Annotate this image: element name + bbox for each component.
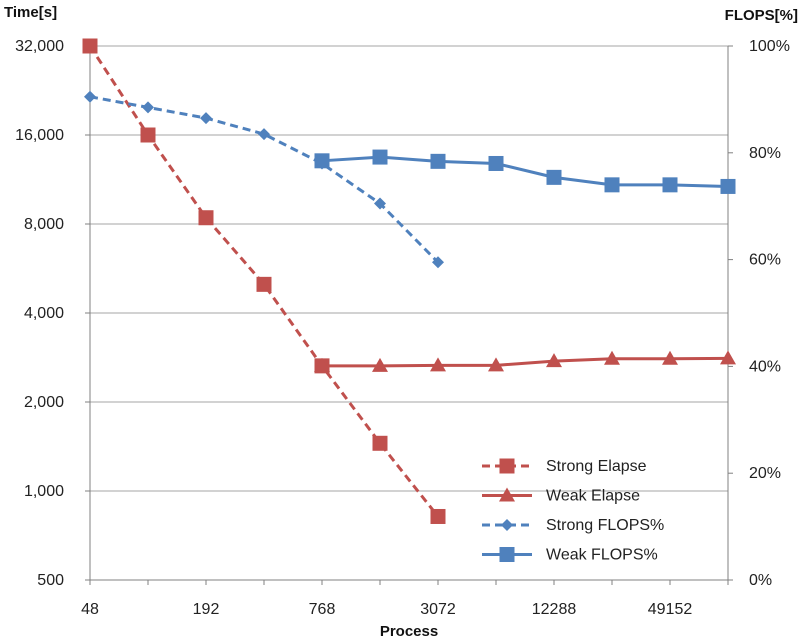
- legend-marker-weak-elapse: [499, 487, 515, 502]
- legend-label-weak-flops: Weak FLOPS%: [546, 547, 658, 564]
- data-point-weak-elapse: [430, 357, 446, 372]
- data-point-strong-flops: [200, 112, 212, 125]
- right-tick-label: 20%: [749, 465, 781, 482]
- data-point-strong-flops: [84, 90, 96, 103]
- left-tick-label: 32,000: [15, 38, 64, 55]
- series-line-weak-elapse: [322, 356, 729, 368]
- right-tick-label: 80%: [749, 145, 781, 162]
- left-tick-label: 1,000: [24, 483, 64, 500]
- right-axis-title: FLOPS[%]: [725, 7, 798, 24]
- data-point-strong-flops: [142, 101, 154, 114]
- left-tick-label: 500: [37, 572, 64, 589]
- data-point-weak-flops: [662, 177, 678, 193]
- data-point-strong-elapse: [372, 435, 388, 451]
- data-point-strong-elapse: [82, 38, 98, 54]
- axes: [85, 45, 733, 585]
- series-strong-elapse: [82, 38, 446, 524]
- series-line-weak-flops: [321, 155, 729, 188]
- data-point-strong-flops: [374, 197, 386, 210]
- x-tick-label: 49152: [648, 601, 693, 618]
- left-tick-label: 16,000: [15, 127, 64, 144]
- x-tick-label: 192: [193, 601, 220, 618]
- right-tick-label: 100%: [749, 38, 790, 55]
- legend-marker-strong-flops: [501, 519, 513, 531]
- data-point-weak-elapse: [662, 350, 678, 365]
- data-point-weak-elapse: [720, 350, 736, 365]
- legend-label-weak-elapse: Weak Elapse: [546, 488, 640, 505]
- data-point-weak-flops: [430, 153, 446, 169]
- data-point-weak-flops: [488, 155, 504, 171]
- data-point-weak-flops: [314, 153, 330, 169]
- data-point-weak-flops: [372, 149, 388, 165]
- data-point-weak-elapse: [488, 357, 504, 372]
- series-strong-flops: [84, 90, 444, 269]
- left-axis-title: Time[s]: [4, 4, 57, 21]
- right-tick-label: 0%: [749, 572, 772, 589]
- x-tick-label: 3072: [420, 601, 456, 618]
- data-point-strong-elapse: [140, 127, 156, 143]
- data-point-weak-flops: [546, 169, 562, 185]
- x-axis-title: Process: [380, 623, 438, 640]
- right-tick-label: 40%: [749, 358, 781, 375]
- series-weak-flops: [314, 149, 736, 194]
- data-point-strong-elapse: [430, 508, 446, 524]
- data-point-strong-elapse: [198, 210, 214, 226]
- data-point-weak-flops: [604, 177, 620, 193]
- legend-marker-weak-flops: [499, 547, 515, 562]
- series-line-strong-flops: [89, 95, 440, 264]
- data-point-strong-elapse: [256, 276, 272, 292]
- series-weak-elapse: [314, 350, 736, 372]
- left-tick-label: 2,000: [24, 394, 64, 411]
- grid-lines: [90, 45, 728, 492]
- data-point-weak-elapse: [314, 357, 330, 372]
- x-tick-label: 768: [309, 601, 336, 618]
- x-tick-label: 48: [81, 601, 99, 618]
- data-point-weak-elapse: [604, 350, 620, 365]
- left-axis-tick-labels: 500 1,000 2,000 4,000 8,000 16,000 32,000: [15, 38, 64, 589]
- x-tick-label: 12288: [532, 601, 577, 618]
- data-point-strong-flops: [432, 256, 444, 269]
- data-point-weak-elapse: [372, 357, 388, 372]
- legend: Strong Elapse Weak Elapse Strong FLOPS% Wea…: [482, 458, 664, 564]
- data-point-strong-flops: [258, 128, 270, 141]
- data-point-weak-elapse: [546, 353, 562, 368]
- right-tick-label: 60%: [749, 252, 781, 269]
- x-axis-tick-labels: 48 192 768 3072 12288 49152: [81, 601, 692, 618]
- legend-label-strong-elapse: Strong Elapse: [546, 458, 647, 475]
- left-tick-label: 8,000: [24, 216, 64, 233]
- legend-label-strong-flops: Strong FLOPS%: [546, 517, 664, 534]
- data-point-weak-flops: [720, 178, 736, 194]
- left-tick-label: 4,000: [24, 305, 64, 322]
- legend-marker-strong-elapse: [499, 458, 515, 474]
- right-axis-tick-labels: 0% 20% 40% 60% 80% 100%: [749, 38, 790, 589]
- series-group: [82, 38, 736, 524]
